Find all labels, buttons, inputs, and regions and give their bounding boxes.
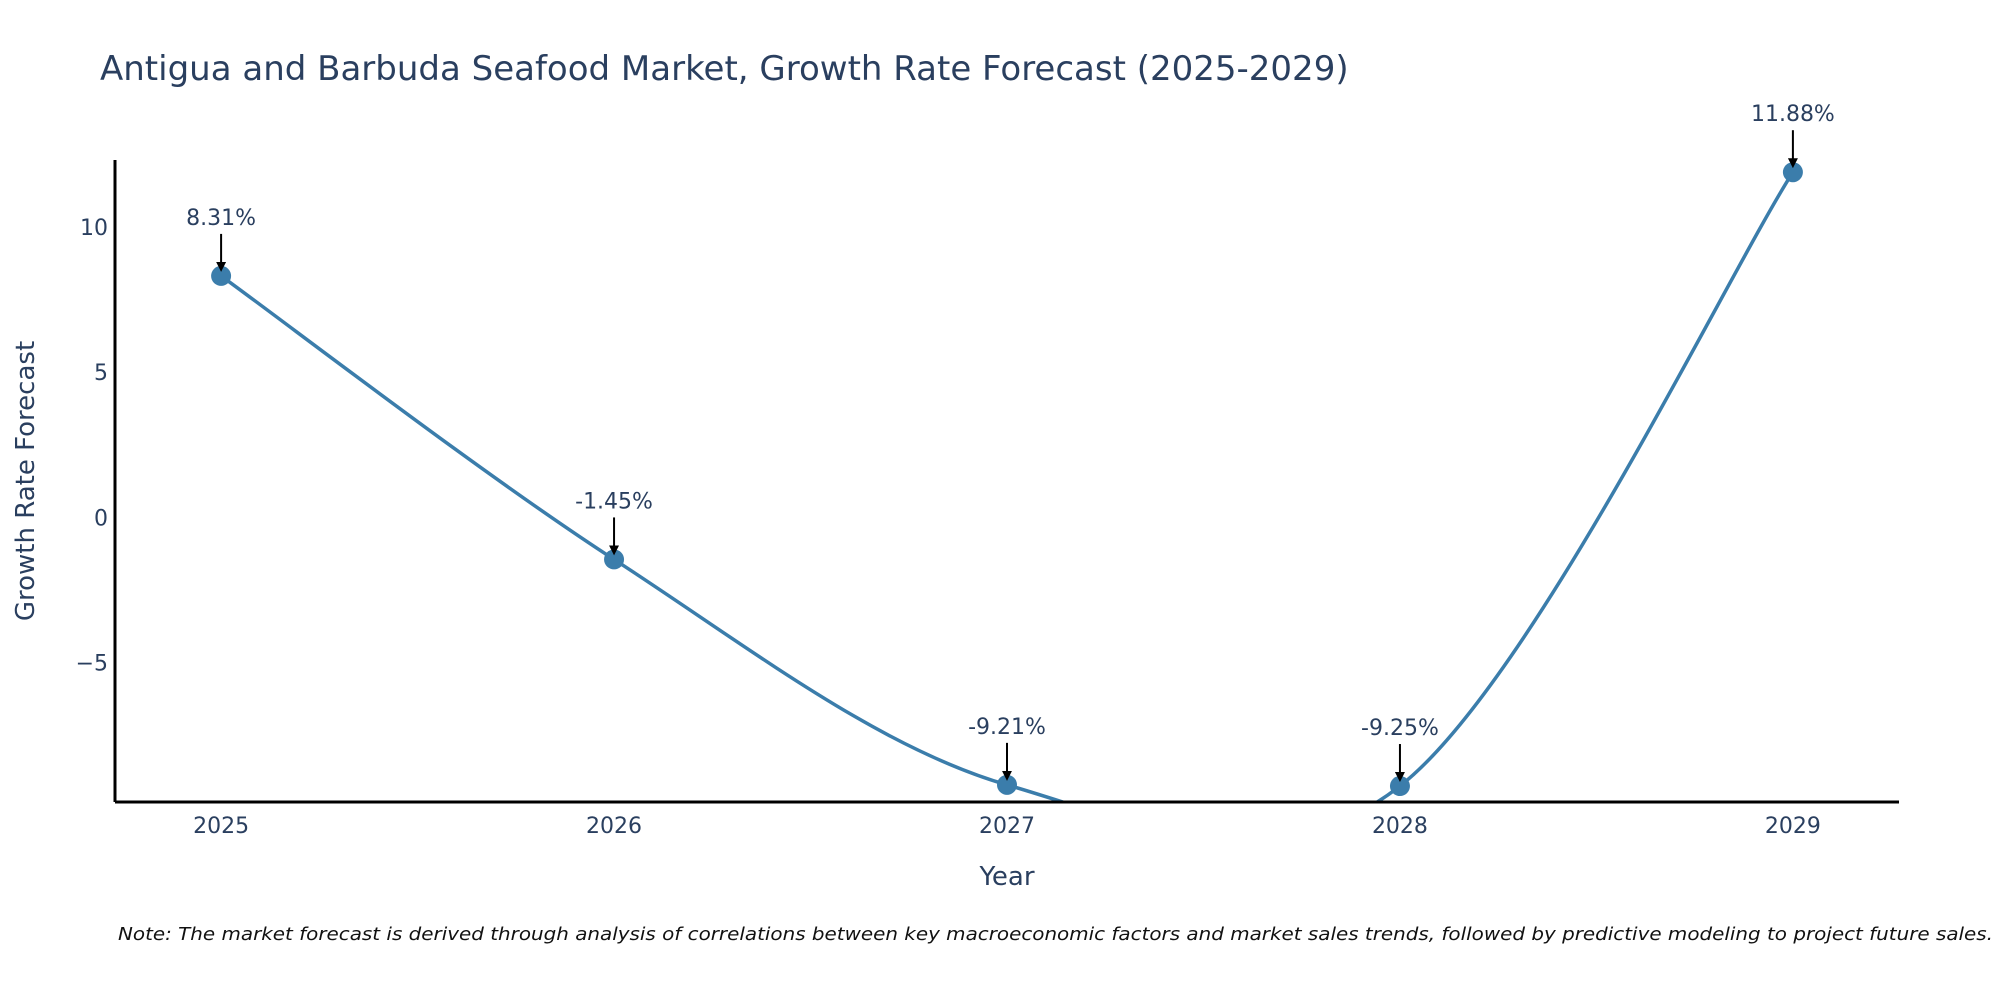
x-tick-labels: 2025 2026 2027 2028 2029 bbox=[193, 814, 1821, 839]
data-point-2027 bbox=[997, 774, 1017, 795]
chart-title: Antigua and Barbuda Seafood Market, Grow… bbox=[100, 49, 1349, 89]
y-tick-label: 10 bbox=[80, 216, 108, 241]
x-axis-title: Year bbox=[978, 862, 1034, 892]
data-point-2025 bbox=[211, 265, 232, 286]
y-tick-label: −5 bbox=[76, 652, 108, 677]
data-label-2026: -1.45% bbox=[575, 489, 653, 514]
data-label-2028: -9.25% bbox=[1361, 716, 1439, 741]
data-annotations: 8.31% -1.45% -9.21% -9.25% 11.88% bbox=[186, 102, 1835, 783]
data-label-2025: 8.31% bbox=[186, 206, 256, 231]
plot-area: 8.31% -1.45% -9.21% -9.25% 11.88% bbox=[186, 102, 1835, 802]
y-tick-label: 0 bbox=[94, 506, 108, 531]
data-label-2027: -9.21% bbox=[968, 715, 1046, 740]
data-label-2029: 11.88% bbox=[1751, 102, 1835, 127]
x-tick-label: 2028 bbox=[1372, 814, 1428, 839]
y-axis-title: Growth Rate Forecast bbox=[11, 341, 41, 621]
series-line bbox=[220, 171, 1795, 802]
data-points bbox=[211, 162, 1803, 797]
x-tick-label: 2025 bbox=[193, 814, 249, 839]
y-tick-label: 5 bbox=[94, 361, 108, 386]
x-tick-label: 2029 bbox=[1765, 814, 1821, 839]
data-point-2029 bbox=[1782, 162, 1803, 183]
footnote: Note: The market forecast is derived thr… bbox=[118, 924, 1993, 945]
y-tick-labels: −5 0 5 10 bbox=[76, 216, 108, 677]
x-tick-label: 2027 bbox=[979, 814, 1035, 839]
data-point-2026 bbox=[604, 549, 625, 570]
x-tick-label: 2026 bbox=[586, 814, 642, 839]
data-point-2028 bbox=[1389, 776, 1410, 797]
